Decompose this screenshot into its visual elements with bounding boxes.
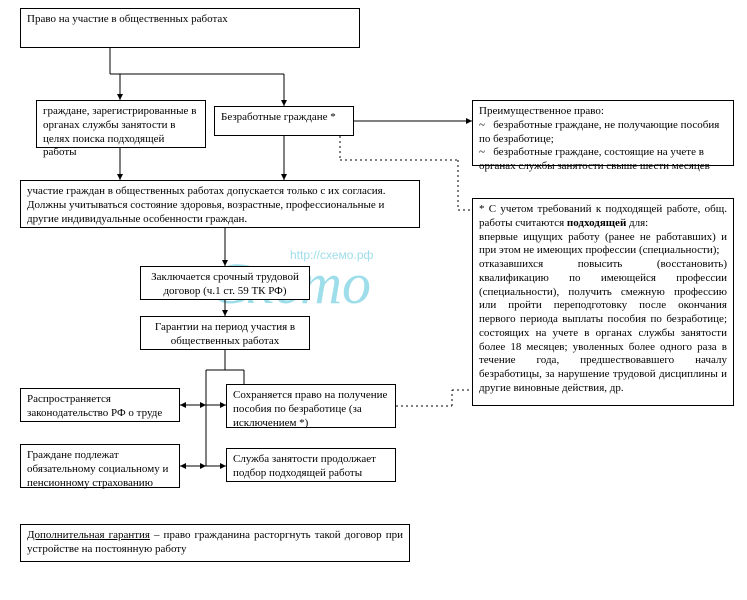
node-unemployed: Безработные граждане * [214,106,354,136]
node-insurance: Граждане подлежат обязательному социальн… [20,444,180,488]
node-registered: граждане, зарегистрированные в органах с… [36,100,206,148]
node-consent: участие граждан в общественных работах д… [20,180,420,228]
node-benefit: Сохраняется право на получение пособия п… [226,384,396,428]
node-note: * С учетом требований к подходящей работ… [472,198,734,406]
watermark-url: http://схемо.рф [290,248,373,262]
node-law: Распространяется законодательство РФ о т… [20,388,180,422]
node-search: Служба занятости продолжает подбор подхо… [226,448,396,482]
node-title: Право на участие в общественных работах [20,8,360,48]
node-extra: Дополнительная гарантия – право граждани… [20,524,410,562]
node-priority: Преимущественное право: ~ безработные гр… [472,100,734,166]
node-guarantees: Гарантии на период участия в общественны… [140,316,310,350]
node-contract: Заключается срочный трудовой договор (ч.… [140,266,310,300]
